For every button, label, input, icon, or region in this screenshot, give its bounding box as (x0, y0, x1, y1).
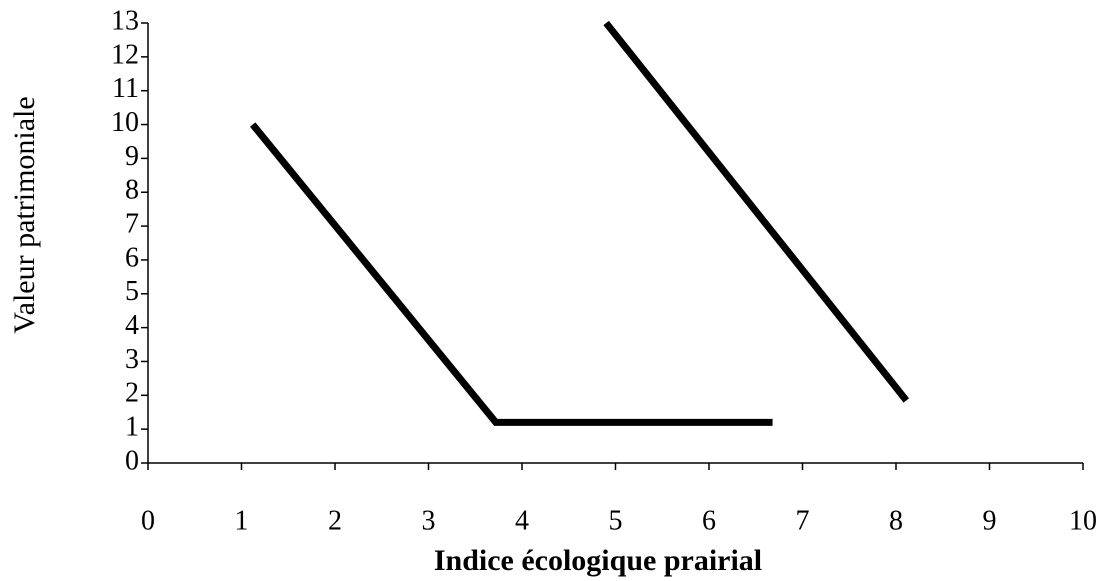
y-tick-label: 5 (125, 276, 139, 307)
y-tick-label: 11 (112, 73, 139, 104)
x-tick-label: 0 (141, 505, 155, 536)
x-tick-label: 5 (609, 505, 623, 536)
y-tick-label: 7 (125, 208, 139, 239)
x-tick-label: 10 (1069, 505, 1097, 536)
y-tick-label: 12 (111, 39, 139, 70)
line (606, 23, 906, 400)
x-tick-label: 2 (328, 505, 342, 536)
x-tick-label: 6 (702, 505, 716, 536)
y-tick-label: 13 (111, 5, 139, 36)
y-axis-title: Valeur patrimoniale (8, 96, 41, 333)
x-tick-label: 8 (889, 505, 903, 536)
y-tick-label: 2 (125, 378, 139, 409)
y-tick-label: 0 (125, 445, 139, 476)
x-tick-label: 4 (515, 505, 529, 536)
x-tick-label: 3 (422, 505, 436, 536)
y-tick-label: 1 (125, 412, 139, 443)
x-tick-label: 9 (983, 505, 997, 536)
line (253, 125, 773, 423)
y-tick-label: 9 (125, 141, 139, 172)
x-tick-label: 1 (235, 505, 249, 536)
y-tick-label: 4 (125, 310, 139, 341)
y-tick-label: 8 (125, 175, 139, 206)
x-axis-title: Indice écologique prairial (434, 544, 762, 577)
x-tick-label: 7 (796, 505, 810, 536)
y-tick-label: 10 (111, 107, 139, 138)
y-tick-label: 3 (125, 344, 139, 375)
chart: Indice écologique prairial Valeur patrim… (0, 0, 1105, 581)
y-tick-label: 6 (125, 242, 139, 273)
